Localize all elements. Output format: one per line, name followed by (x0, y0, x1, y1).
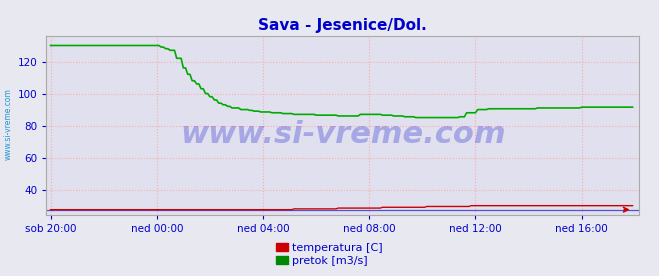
Title: Sava - Jesenice/Dol.: Sava - Jesenice/Dol. (258, 18, 427, 33)
Legend: temperatura [C], pretok [m3/s]: temperatura [C], pretok [m3/s] (272, 238, 387, 270)
Text: www.si-vreme.com: www.si-vreme.com (180, 120, 505, 149)
Text: www.si-vreme.com: www.si-vreme.com (3, 88, 13, 160)
